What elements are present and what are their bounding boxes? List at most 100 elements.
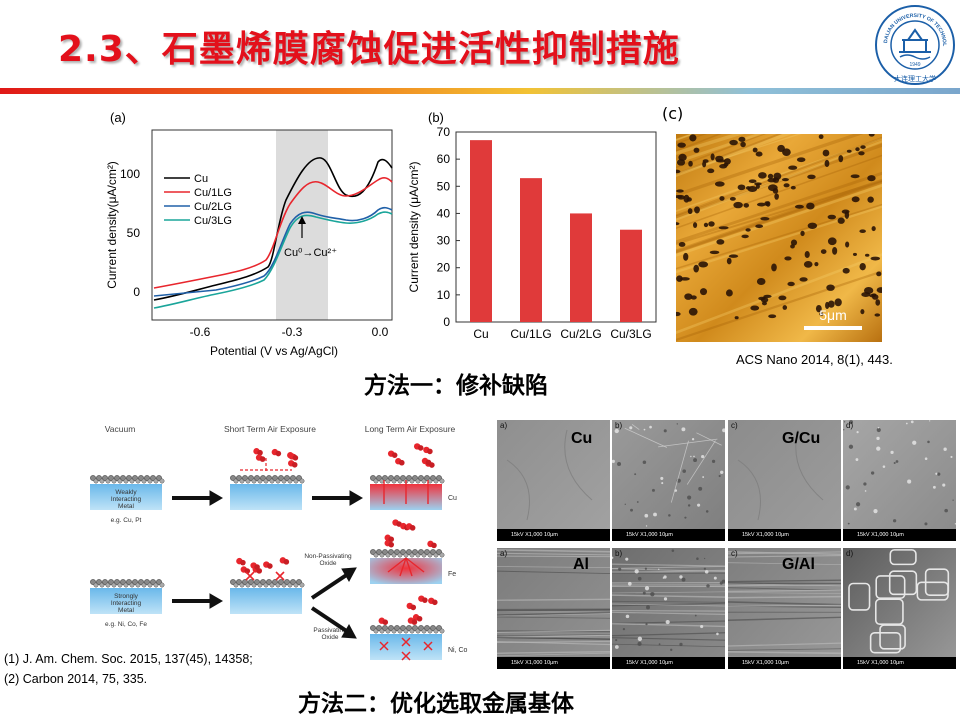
corrosion-schematic: Vacuum Short Term Air Exposure Long Term… [80,418,490,668]
col-title-long-term: Long Term Air Exposure [365,424,456,434]
passivating-1: Passivating [313,627,347,634]
strong-label-2: Interacting [111,600,142,607]
figure-b-bar-chart: 0 10 20 30 40 50 60 70 Cu Cu/1LG Cu/2LG Cu/3LG Curre… [398,104,660,354]
sem-scale-bar: 15kV X1,000 10μm [843,657,956,669]
strong-metal-block-short [230,588,302,614]
curve-cu [153,157,393,301]
sem-scale-bar: 15kV X1,000 10μm [612,529,725,541]
ytick-b-7: 70 [437,125,451,139]
ytick-b-4: 40 [437,206,451,220]
legend-cu-3lg: Cu/3LG [194,215,232,227]
weak-metal-block-short [230,484,302,510]
oxidation-annotation: Cu⁰→Cu²⁺ [284,247,337,259]
ytick-a-1: 50 [127,226,141,240]
right-label-fe: Fe [448,571,456,578]
strong-metal-block [90,588,162,614]
ytick-b-6: 60 [437,152,451,166]
weak-label-1: Weakly [115,489,137,496]
bar-chart-svg: 0 10 20 30 40 50 60 70 Cu Cu/1LG Cu/2LG Cu/3LG Curre… [407,110,657,341]
ytick-b-0: 0 [443,315,450,329]
sem-scale-bar: 15kV X1,000 10μm [612,657,725,669]
sem-tile-8: d) 15kV X1,000 10μm [843,548,956,669]
col-title-short-term: Short Term Air Exposure [224,424,316,434]
panel-label-b: (b) [428,110,444,125]
xlabel-a: Potential (V vs Ag/AgCl) [210,344,338,358]
sem-image-grid: a) Cu 15kV X1,000 10μm b) 15kV X1,000 10μm c)… [497,420,959,670]
sem-tile-6: b) 15kV X1,000 10μm [612,548,725,669]
right-label-nico: Ni, Co [448,647,468,654]
strong-label-1: Strongly [114,593,139,600]
col-title-vacuum: Vacuum [105,424,136,434]
sem-label-g-cu: G/Cu [782,430,821,447]
method-two-caption: 方法二：优化选取金属基体 [298,691,574,717]
xtick-b-0: Cu [473,327,488,341]
sem-tile-3: c) G/Cu 15kV X1,000 10μm [728,420,841,541]
logo-year: 1949 [909,62,920,68]
sem-tile-1: a) Cu 15kV X1,000 10μm [497,420,610,541]
sem-label-al: Al [573,556,589,573]
non-passivating-2: Oxide [320,560,337,567]
weak-label-2: Interacting [111,496,142,503]
curve-cu-3lg [153,211,393,309]
ylabel-a: Current density(μA/cm²) [105,161,119,289]
panel-label-a: (a) [110,110,126,125]
weak-metal-block [90,484,162,510]
afm-scale-bar [804,326,862,330]
ytick-b-5: 50 [437,179,451,193]
ytick-b-1: 10 [437,288,451,302]
ytick-a-0: 0 [133,285,140,299]
ylabel-b: Current density (μA/cm²) [407,162,421,293]
sem-panel-letter: c) [731,549,738,558]
strong-example: e.g. Ni, Co, Fe [105,621,147,628]
ytick-b-2: 20 [437,261,451,275]
university-logo: DALIAN UNIVERSITY OF TECHNOLOGY 1949 大连理… [872,0,956,86]
sem-panel-letter: d) [846,421,854,430]
weak-label-3: Metal [118,503,134,510]
curve-cu-2lg [153,206,393,297]
panel-label-c: (c) [662,104,684,123]
xtick-a-2: 0.0 [372,325,389,339]
legend-cu-1lg: Cu/1LG [194,187,232,199]
sem-tile-2: b) 15kV X1,000 10μm [612,420,725,541]
sem-panel-letter: c) [731,421,738,430]
sem-scale-bar: 15kV X1,000 10μm [728,657,841,669]
xtick-b-1: Cu/1LG [510,327,551,341]
sem-tile-7: c) G/Al 15kV X1,000 10μm [728,548,841,669]
page-title: 2.3、石墨烯膜腐蚀促进活性抑制措施 [58,29,680,70]
xtick-a-0: -0.6 [190,325,211,339]
sem-panel-letter: b) [615,549,623,558]
ytick-b-3: 30 [437,234,451,248]
process-arrows [172,490,363,639]
right-label-cu: Cu [448,495,457,502]
logo-chinese: 大连理工大学 [894,74,936,83]
bar-cu-1lg [520,178,542,322]
sem-panel-letter: a) [500,421,508,430]
bar-cu-2lg [570,213,592,322]
non-passivating-1: Non-Passivating [304,553,352,560]
afm-scale-text: 5μm [819,307,847,323]
sem-scale-bar: 15kV X1,000 10μm [728,529,841,541]
xtick-a-1: -0.3 [282,325,303,339]
fe-metal-block [370,558,442,584]
legend-cu-2lg: Cu/2LG [194,201,232,213]
plot-frame-b [455,131,657,323]
strong-label-3: Metal [118,607,134,614]
curve-cu-1lg [153,177,393,289]
method-one-caption: 方法一：修补缺陷 [364,373,548,399]
sem-label-cu: Cu [571,430,593,447]
sem-label-g-al: G/Al [782,556,815,573]
weak-example: e.g. Cu, Pt [111,517,142,524]
sem-scale-bar: 15kV X1,000 10μm [497,657,610,669]
sem-scale-bar: 15kV X1,000 10μm [497,529,610,541]
reference-acs-nano: ACS Nano 2014, 8(1), 443. [736,352,893,367]
sem-tile-4: d) 15kV X1,000 10μm [843,420,956,541]
title-underline-bar [0,88,960,94]
xtick-b-3: Cu/3LG [610,327,651,341]
bar-cu [470,140,492,322]
sem-tile-5: a) Al 15kV X1,000 10μm [497,548,610,669]
sem-panel-letter: a) [500,549,508,558]
ytick-a-2: 100 [120,167,140,181]
figure-a-polarization: 0 50 100 -0.6 -0.3 0.0 Potential (V vs A… [96,100,396,362]
passivating-2: Oxide [322,634,339,641]
legend-cu: Cu [194,173,208,185]
